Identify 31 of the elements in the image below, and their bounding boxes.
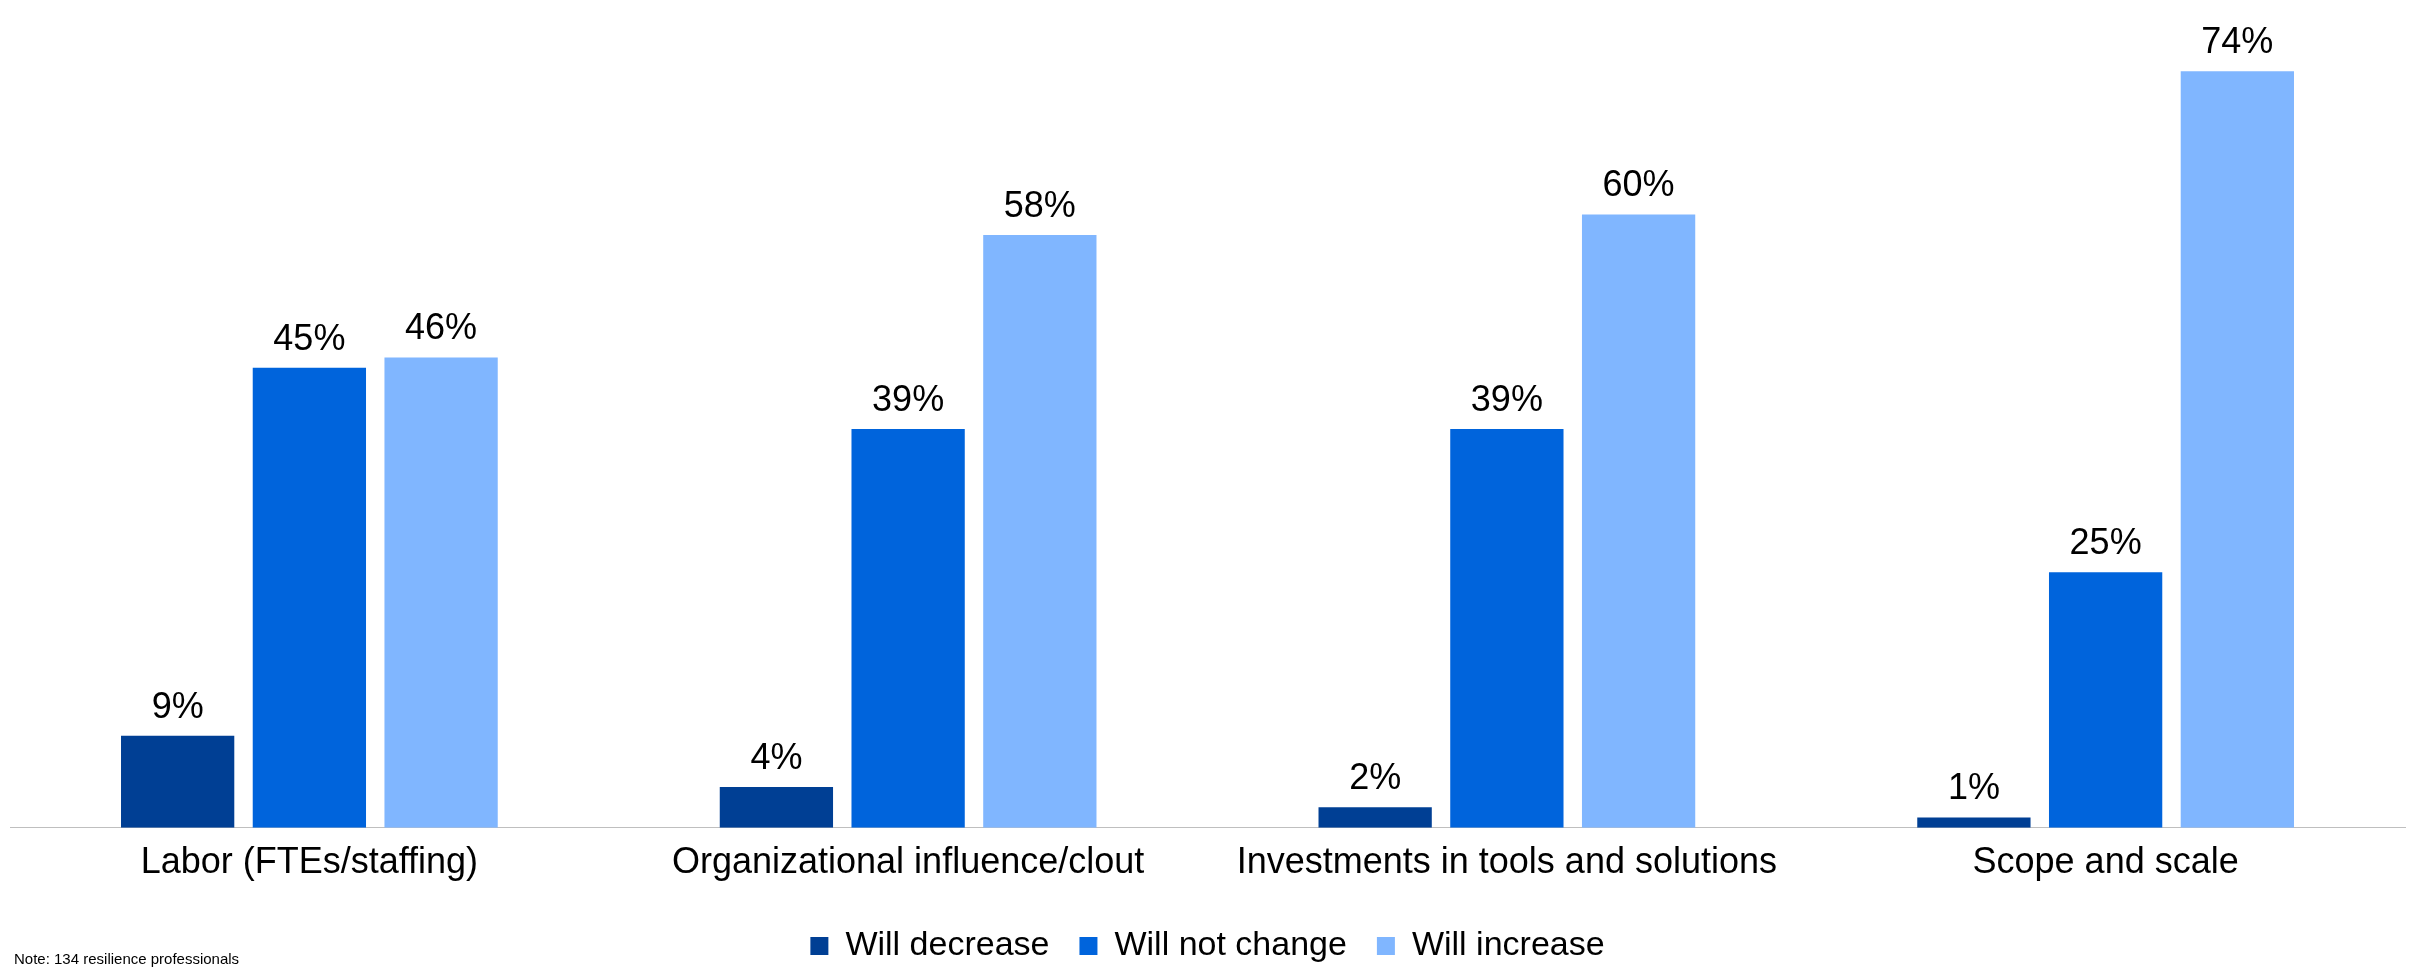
legend-label: Will not change	[1114, 924, 1347, 963]
data-label: 58%	[1003, 183, 1076, 225]
data-label: 1%	[1947, 766, 2000, 808]
data-label: 74%	[2201, 20, 2274, 62]
bar	[384, 357, 498, 828]
x-tick-label: Organizational influence/clout	[671, 840, 1145, 882]
bar	[121, 735, 235, 828]
data-label: 2%	[1349, 756, 1402, 798]
legend-label: Will decrease	[845, 924, 1050, 963]
data-label: 9%	[151, 684, 204, 726]
bar	[851, 429, 965, 828]
data-label: 45%	[273, 316, 346, 358]
bar	[719, 786, 834, 828]
text: Note: 134 resilience professionals	[14, 950, 240, 967]
bar	[252, 367, 367, 828]
bar	[1318, 807, 1432, 828]
data-label: 25%	[2069, 521, 2142, 563]
data-label: 4%	[750, 735, 803, 777]
x-tick-label: Labor (FTEs/staffing)	[140, 840, 479, 882]
data-label: 39%	[1470, 378, 1543, 420]
legend-label: Will increase	[1411, 924, 1605, 963]
bar	[2180, 71, 2294, 828]
bar	[1581, 214, 1696, 828]
data-label: 39%	[872, 378, 945, 420]
bar	[983, 234, 1097, 828]
x-tick-label: Scope and scale	[1972, 840, 2239, 882]
bar	[1450, 429, 1564, 828]
data-label: 46%	[405, 306, 478, 348]
x-tick-label: Investments in tools and solutions	[1236, 840, 1778, 882]
data-label: 60%	[1602, 163, 1675, 205]
bar	[2048, 572, 2163, 828]
